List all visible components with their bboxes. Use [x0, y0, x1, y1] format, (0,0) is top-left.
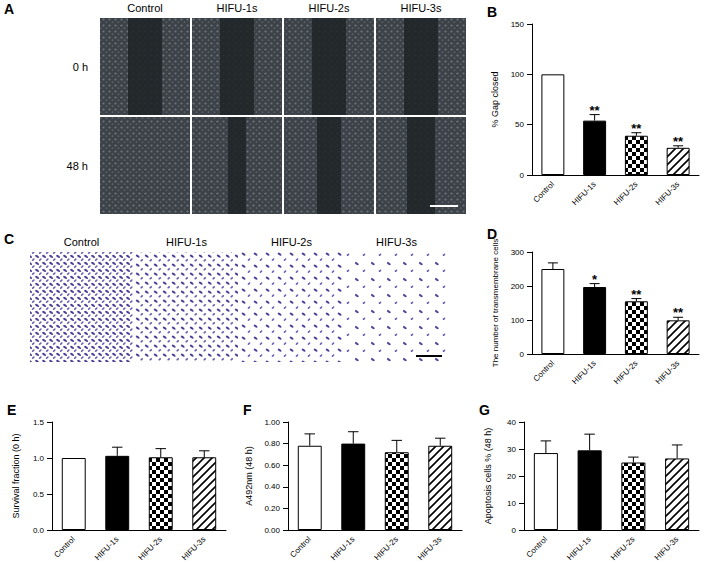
svg-text:Control: Control	[288, 535, 313, 560]
svg-text:0 h: 0 h	[73, 61, 88, 73]
svg-text:HIFU-2s: HIFU-2s	[271, 236, 312, 248]
svg-text:**: **	[631, 121, 642, 136]
svg-text:C: C	[4, 231, 14, 247]
svg-text:Apoptosis cells % (48 h): Apoptosis cells % (48 h)	[483, 428, 493, 525]
svg-text:0.20: 0.20	[264, 504, 280, 513]
svg-text:HIFU-3s: HIFU-3s	[376, 236, 417, 248]
svg-text:0.0: 0.0	[33, 526, 45, 535]
svg-text:Control: Control	[64, 236, 99, 248]
svg-text:HIFU-2s: HIFU-2s	[612, 180, 639, 207]
svg-text:Control: Control	[531, 359, 556, 384]
svg-text:F: F	[243, 402, 252, 418]
svg-text:HIFU-3s: HIFU-3s	[654, 180, 681, 207]
svg-text:1.00: 1.00	[264, 418, 280, 427]
svg-text:0: 0	[520, 350, 525, 359]
svg-text:HIFU-1s: HIFU-1s	[570, 359, 597, 386]
svg-text:150: 150	[511, 20, 525, 29]
svg-text:0: 0	[512, 526, 517, 535]
svg-text:The number of transmembrane ce: The number of transmembrane cells	[491, 239, 500, 368]
svg-text:HIFU-2s: HIFU-2s	[309, 2, 350, 14]
svg-text:**: **	[590, 103, 601, 118]
svg-text:HIFU-3s: HIFU-3s	[180, 535, 207, 562]
svg-text:100: 100	[511, 70, 525, 79]
svg-text:100: 100	[511, 316, 525, 325]
svg-text:300: 300	[511, 248, 525, 257]
svg-text:0.5: 0.5	[33, 490, 45, 499]
svg-text:Control: Control	[52, 535, 77, 560]
svg-text:**: **	[673, 305, 684, 320]
svg-text:HIFU-3s: HIFU-3s	[653, 535, 680, 562]
svg-text:HIFU-3s: HIFU-3s	[654, 359, 681, 386]
svg-text:HIFU-1s: HIFU-1s	[329, 535, 356, 562]
svg-text:HIFU-3s: HIFU-3s	[416, 535, 443, 562]
svg-text:Survival fraction (0 h): Survival fraction (0 h)	[11, 433, 21, 518]
svg-text:E: E	[7, 402, 16, 418]
svg-text:A492nm (48 h): A492nm (48 h)	[244, 446, 254, 506]
svg-text:48 h: 48 h	[67, 160, 88, 172]
svg-text:0.00: 0.00	[264, 526, 280, 535]
svg-text:Control: Control	[531, 180, 556, 205]
svg-text:HIFU-1s: HIFU-1s	[217, 2, 258, 14]
svg-text:200: 200	[511, 282, 525, 291]
svg-text:HIFU-1s: HIFU-1s	[93, 535, 120, 562]
svg-text:HIFU-1s: HIFU-1s	[565, 535, 592, 562]
svg-text:Control: Control	[127, 2, 162, 14]
svg-text:**: **	[673, 134, 684, 149]
svg-text:1.5: 1.5	[33, 418, 45, 427]
svg-text:0.60: 0.60	[264, 461, 280, 470]
svg-text:0.80: 0.80	[264, 439, 280, 448]
svg-text:G: G	[479, 402, 490, 418]
svg-text:20: 20	[507, 472, 516, 481]
svg-text:% Gap closed: % Gap closed	[490, 71, 500, 127]
svg-text:50: 50	[515, 120, 524, 129]
svg-text:HIFU-1s: HIFU-1s	[570, 180, 597, 207]
svg-text:0.40: 0.40	[264, 482, 280, 491]
svg-text:0: 0	[520, 171, 525, 180]
svg-text:HIFU-1s: HIFU-1s	[166, 236, 207, 248]
svg-text:40: 40	[507, 418, 516, 427]
svg-text:Control: Control	[524, 535, 549, 560]
svg-text:30: 30	[507, 445, 516, 454]
svg-text:A: A	[4, 1, 14, 17]
svg-text:**: **	[631, 287, 642, 302]
svg-text:HIFU-2s: HIFU-2s	[609, 535, 636, 562]
svg-text:*: *	[592, 272, 598, 287]
svg-text:10: 10	[507, 499, 516, 508]
svg-text:B: B	[487, 4, 497, 20]
svg-text:HIFU-2s: HIFU-2s	[612, 359, 639, 386]
svg-text:HIFU-2s: HIFU-2s	[137, 535, 164, 562]
svg-text:D: D	[487, 226, 497, 242]
svg-text:HIFU-3s: HIFU-3s	[401, 2, 442, 14]
svg-text:1.0: 1.0	[33, 454, 45, 463]
svg-text:HIFU-2s: HIFU-2s	[373, 535, 400, 562]
